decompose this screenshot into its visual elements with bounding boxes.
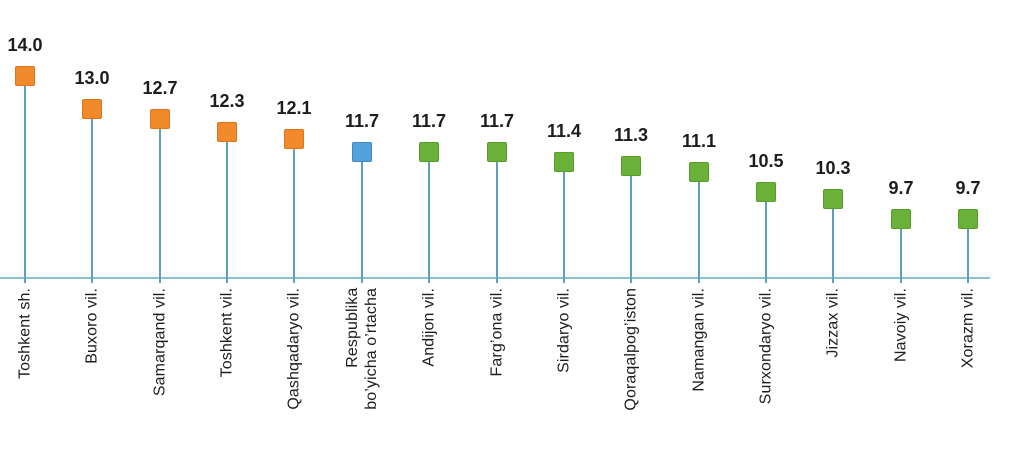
- category-label: Sirdaryo vil.: [555, 288, 573, 373]
- data-point-marker: [621, 156, 641, 176]
- lollipop-stem: [900, 219, 902, 283]
- lollipop-stem: [832, 199, 834, 283]
- value-label: 9.7: [888, 178, 914, 198]
- lollipop-stem: [226, 132, 228, 283]
- value-label: 11.4: [546, 121, 582, 141]
- value-label: 11.3: [613, 125, 649, 145]
- data-point-marker: [150, 109, 170, 129]
- lollipop-stem: [24, 76, 26, 283]
- data-point-marker: [756, 182, 776, 202]
- category-label: Samarqand vil.: [151, 288, 169, 397]
- value-label: 12.1: [276, 98, 312, 118]
- lollipop-stem: [967, 219, 969, 283]
- value-label: 14.0: [7, 35, 43, 55]
- lollipop-stem: [563, 162, 565, 283]
- category-label: Qoraqalpog’iston: [622, 288, 640, 411]
- data-point-marker: [217, 122, 237, 142]
- category-label: Namangan vil.: [690, 288, 708, 392]
- category-label: Farg’ona vil.: [488, 288, 506, 377]
- x-axis-line: [0, 277, 990, 279]
- category-label: Respublika bo’yicha o’rtacha: [343, 288, 380, 410]
- category-label: Buxoro vil.: [83, 288, 101, 364]
- lollipop-stem: [293, 139, 295, 283]
- value-label: 11.7: [479, 111, 515, 131]
- category-label: Qashqadaryo vil.: [285, 288, 303, 410]
- category-label: Andijon vil.: [420, 288, 438, 367]
- value-label: 11.1: [681, 131, 717, 151]
- lollipop-stem: [361, 152, 363, 283]
- data-point-marker: [352, 142, 372, 162]
- lollipop-stem: [765, 192, 767, 283]
- lollipop-stem: [428, 152, 430, 283]
- value-label: 12.7: [142, 78, 178, 98]
- lollipop-stem: [496, 152, 498, 283]
- data-point-marker: [823, 189, 843, 209]
- data-point-marker: [15, 66, 35, 86]
- data-point-marker: [419, 142, 439, 162]
- value-label: 11.7: [344, 111, 380, 131]
- data-point-marker: [487, 142, 507, 162]
- data-point-marker: [284, 129, 304, 149]
- data-point-marker: [554, 152, 574, 172]
- value-label: 10.3: [815, 158, 851, 178]
- data-point-marker: [891, 209, 911, 229]
- lollipop-stem: [159, 119, 161, 283]
- value-label: 9.7: [955, 178, 981, 198]
- category-label: Surxondaryo vil.: [757, 288, 775, 405]
- category-label: Toshkent sh.: [16, 288, 34, 380]
- value-label: 12.3: [209, 91, 245, 111]
- category-label: Navoiy vil.: [892, 288, 910, 363]
- data-point-marker: [82, 99, 102, 119]
- category-label: Toshkent vil.: [218, 288, 236, 378]
- lollipop-stem: [630, 166, 632, 283]
- data-point-marker: [689, 162, 709, 182]
- category-label: Jizzax vil.: [824, 288, 842, 358]
- lollipop-stem: [698, 172, 700, 283]
- value-label: 10.5: [748, 151, 784, 171]
- value-label: 11.7: [411, 111, 447, 131]
- lollipop-stem: [91, 109, 93, 283]
- value-label: 13.0: [74, 68, 110, 88]
- data-point-marker: [958, 209, 978, 229]
- category-label: Xorazm vil.: [959, 288, 977, 369]
